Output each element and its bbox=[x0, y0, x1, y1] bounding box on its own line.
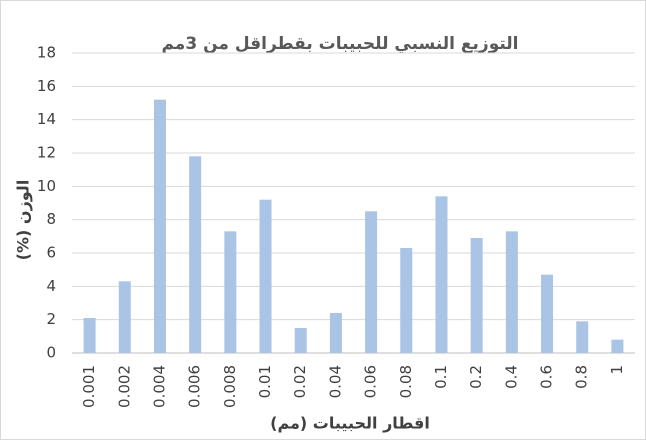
x-tick-label: 0.4 bbox=[502, 365, 520, 389]
y-axis-title: الوزن (%) bbox=[14, 180, 33, 261]
x-tick-label: 1 bbox=[608, 365, 626, 375]
y-tick-label: 8 bbox=[46, 210, 56, 228]
bar bbox=[259, 199, 272, 353]
x-tick-label: 0.006 bbox=[186, 365, 204, 408]
bar bbox=[189, 156, 202, 353]
y-tick-label: 2 bbox=[46, 310, 56, 328]
bar bbox=[365, 211, 378, 353]
bar bbox=[83, 318, 96, 353]
chart-title: التوزيع النسبي للحبيبات بقطراقل من 3مم bbox=[161, 34, 518, 54]
bar bbox=[118, 281, 131, 353]
x-axis-title: اقطار الحبيبات (مم) bbox=[270, 414, 430, 433]
x-tick-label: 0.8 bbox=[573, 365, 591, 389]
x-tick-label: 0.004 bbox=[150, 365, 168, 408]
x-tick-label: 0.04 bbox=[326, 365, 344, 398]
bar bbox=[470, 238, 483, 353]
bar bbox=[153, 99, 166, 354]
y-tick-label: 6 bbox=[46, 244, 56, 262]
bar bbox=[294, 328, 307, 353]
bar bbox=[505, 231, 518, 353]
x-tick-label: 0.001 bbox=[80, 365, 98, 408]
x-tick-label: 0.002 bbox=[115, 365, 133, 408]
bar bbox=[400, 248, 413, 353]
x-tick-label: 0.6 bbox=[538, 365, 556, 389]
x-tick-label: 0.008 bbox=[221, 365, 239, 408]
x-tick-label: 0.06 bbox=[362, 365, 380, 398]
bar bbox=[224, 231, 237, 353]
bar bbox=[435, 196, 448, 353]
y-tick-label: 18 bbox=[37, 44, 56, 62]
x-tick-label: 0.1 bbox=[432, 365, 450, 389]
bar bbox=[576, 321, 589, 353]
bar bbox=[541, 274, 554, 353]
x-tick-label: 0.01 bbox=[256, 365, 274, 398]
y-tick-label: 0 bbox=[46, 344, 56, 362]
x-tick-label: 0.08 bbox=[397, 365, 415, 398]
y-tick-label: 4 bbox=[46, 277, 56, 295]
y-tick-label: 16 bbox=[37, 77, 56, 95]
x-tick-label: 0.02 bbox=[291, 365, 309, 398]
bar bbox=[611, 339, 624, 353]
bar bbox=[329, 313, 342, 353]
y-tick-label: 12 bbox=[37, 144, 56, 162]
y-tick-label: 14 bbox=[37, 110, 56, 128]
x-tick-label: 0.2 bbox=[467, 365, 485, 389]
y-tick-label: 10 bbox=[37, 177, 56, 195]
